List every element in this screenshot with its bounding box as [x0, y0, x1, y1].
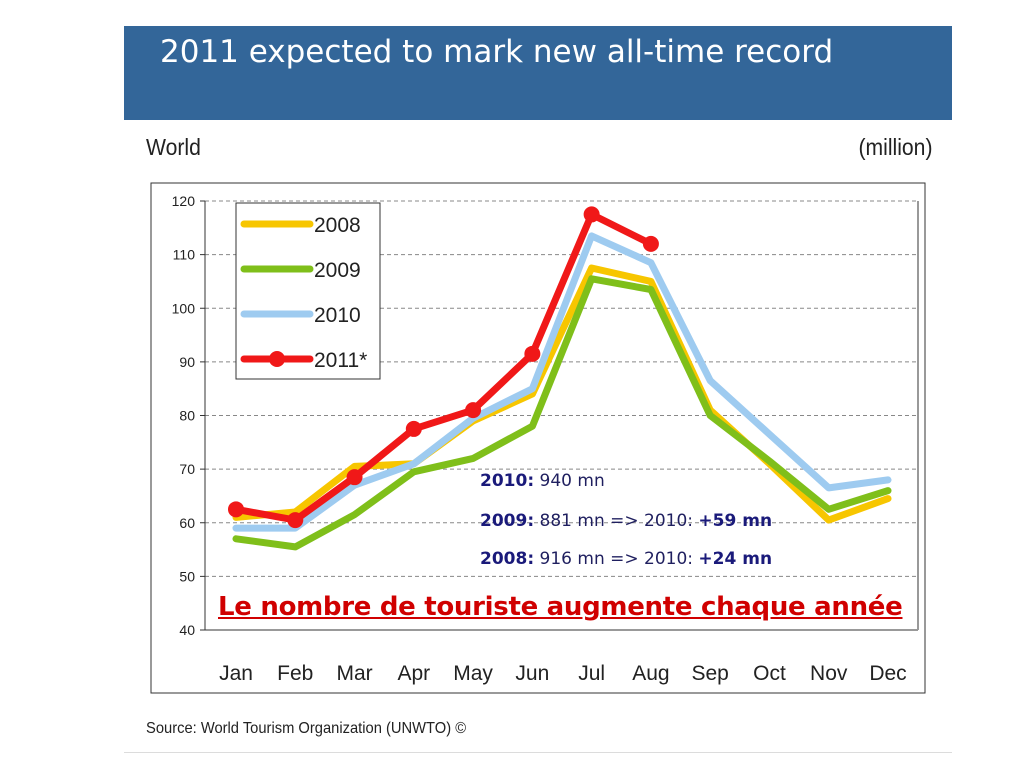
y-tick-label: 90	[179, 354, 195, 370]
y-tick-label: 60	[179, 515, 195, 531]
slide-title: 2011 expected to mark new all-time recor…	[160, 34, 834, 70]
series-point-2011	[405, 420, 422, 437]
y-tick-label: 120	[172, 193, 196, 209]
series-point-2011	[642, 235, 659, 252]
x-tick-label: Jul	[578, 662, 605, 685]
region-label: World	[146, 134, 201, 160]
x-tick-label: Sep	[691, 662, 728, 685]
legend-label-2011: 2011*	[314, 349, 367, 372]
x-tick-label: Feb	[277, 662, 313, 685]
x-tick-label: Jun	[515, 662, 549, 685]
legend-label-2009: 2009	[314, 259, 361, 282]
y-tick-label: 70	[179, 461, 195, 477]
series-point-2011	[228, 501, 244, 518]
y-tick-label: 40	[179, 622, 195, 638]
source-note: Source: World Tourism Organization (UNWT…	[146, 720, 467, 737]
legend-label-2008: 2008	[314, 214, 361, 237]
series-point-2011	[524, 345, 541, 362]
slide-header: 2011 expected to mark new all-time recor…	[124, 26, 952, 120]
x-tick-label: Dec	[869, 662, 906, 685]
y-tick-label: 100	[172, 300, 196, 316]
headline-french: Le nombre de touriste augmente chaque an…	[218, 592, 903, 622]
legend-marker-2011	[269, 351, 285, 367]
series-point-2011	[583, 206, 600, 223]
series-point-2011	[287, 512, 304, 529]
legend-box	[235, 202, 381, 380]
y-tick-label: 110	[173, 247, 196, 263]
x-tick-label: Nov	[810, 662, 848, 685]
series-line-2009	[232, 275, 892, 551]
annotation-2009: 2009: 881 mn => 2010: +59 mn	[480, 511, 773, 531]
x-tick-label: Oct	[753, 662, 786, 685]
annotation-2008: 2008: 916 mn => 2010: +24 mn	[480, 549, 773, 569]
x-tick-label: Mar	[336, 662, 372, 685]
y-tick-label: 50	[179, 568, 195, 584]
annotation-2010: 2010: 940 mn	[480, 471, 605, 491]
unit-label: (million)	[857, 134, 932, 160]
series-point-2011	[465, 402, 482, 419]
series-line-2010	[232, 232, 892, 532]
x-tick-label: Aug	[632, 662, 669, 685]
legend-label-2010: 2010	[314, 304, 361, 327]
x-tick-label: Jan	[219, 662, 253, 685]
series-line-2011	[232, 210, 655, 524]
x-tick-label: Apr	[397, 662, 430, 685]
x-tick-label: May	[453, 662, 493, 685]
series-point-2011	[346, 469, 363, 486]
y-tick-label: 80	[179, 408, 195, 424]
